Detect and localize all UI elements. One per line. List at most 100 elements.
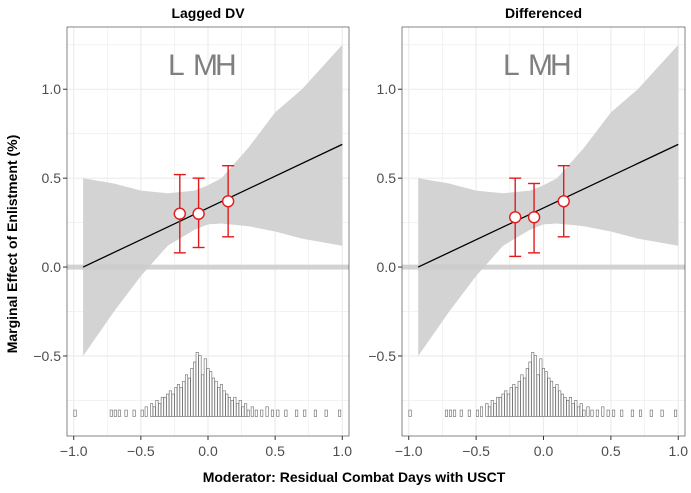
histogram-bar [244, 403, 248, 417]
marginal-effect-line [82, 143, 343, 268]
histogram-bar [254, 409, 258, 417]
point-estimate-M [192, 207, 205, 220]
histogram-bar [225, 393, 229, 417]
histogram [408, 352, 678, 417]
histogram-bar [195, 352, 199, 417]
histogram-bar [444, 409, 448, 417]
point-estimate-L [509, 211, 522, 224]
histogram-bar [536, 374, 540, 417]
x-tick-label: −0.5 [462, 443, 490, 459]
histogram-bar [206, 368, 210, 417]
x-axis-label: Moderator: Residual Combat Days with USC… [203, 469, 506, 485]
histogram-bar [601, 406, 605, 417]
histogram-bar [459, 409, 463, 417]
histogram-bar [660, 409, 664, 417]
histogram-bar [222, 390, 226, 417]
histogram-bar [160, 396, 164, 417]
histogram-bar [158, 403, 162, 417]
y-tick-label: 0.5 [42, 170, 62, 186]
histogram-bar [539, 358, 543, 417]
x-tick-label: 0.5 [265, 443, 285, 459]
histogram-bar [541, 368, 546, 417]
histogram-bar [176, 384, 180, 417]
histogram-bar [203, 358, 207, 417]
x-tick-label: −1.0 [60, 443, 88, 459]
y-axis-label: Marginal Effect of Enlistment (%) [4, 135, 20, 354]
y-tick-label: 1.0 [377, 81, 397, 97]
y-tick-label: 1.0 [42, 81, 62, 97]
histogram-bar [560, 393, 564, 417]
histogram-bar [475, 409, 479, 417]
histogram-bar [182, 380, 186, 417]
histogram-bar [214, 380, 218, 417]
histogram-bar [152, 406, 156, 417]
x-tick-label: 0.0 [534, 443, 554, 459]
histogram-bar [233, 396, 237, 417]
histogram-bar [479, 406, 484, 417]
histogram-bar [515, 387, 519, 417]
histogram-bar [577, 406, 581, 417]
bin-estimate-H [557, 165, 570, 238]
y-tick-label: 0.0 [377, 259, 397, 275]
histogram-bar [265, 406, 269, 417]
confidence-band [418, 44, 679, 357]
histogram-bar [238, 400, 242, 417]
x-tick-label: 0.0 [198, 443, 218, 459]
histogram-bar [467, 409, 471, 417]
histogram-bar [512, 384, 516, 417]
histogram-bar [113, 409, 117, 417]
histogram-bar [520, 374, 524, 417]
bin-estimate-M [192, 177, 205, 249]
histogram-bar [525, 368, 529, 417]
histogram-bar [639, 409, 643, 417]
histogram-bar [260, 409, 264, 417]
histogram-bar [566, 400, 570, 417]
histogram-bar [501, 393, 505, 417]
x-tick-label: 1.0 [669, 443, 689, 459]
panel-1: L MH −0.5 0.0 0.5 1.0 −1.0 −0.5 0.0 0.5 1.0 Lagged … [33, 5, 352, 459]
point-estimate-M [527, 211, 541, 224]
histogram-bar [185, 374, 189, 417]
y-tick-label: 0.0 [42, 259, 62, 275]
point-estimate-H [557, 195, 570, 208]
point-estimate-H [221, 195, 235, 208]
histogram-bar [579, 403, 583, 417]
histogram-bar [109, 409, 113, 417]
bin-label-L: L [168, 49, 185, 82]
histogram-bar [250, 406, 254, 417]
histogram-bar [230, 400, 234, 417]
histogram-bar [571, 403, 575, 417]
histogram-bar [217, 387, 221, 417]
histogram-bar [132, 409, 136, 417]
histogram-bar [303, 409, 307, 417]
histogram-bar [498, 396, 502, 417]
histogram-bar [241, 406, 245, 417]
histogram-bar [612, 409, 616, 417]
bin-label-L: L [503, 49, 520, 82]
histogram-bar [338, 409, 342, 417]
histogram-bar [219, 384, 223, 417]
histogram-bar [246, 409, 250, 417]
histogram-bar [166, 393, 170, 417]
x-tick-label: 0.5 [601, 443, 621, 459]
histogram-bar [509, 387, 513, 417]
histogram-bar [506, 393, 510, 417]
histogram-bar [144, 406, 148, 417]
bin-estimate-H [221, 165, 235, 238]
histogram-bar [117, 409, 121, 417]
histogram-bar [523, 377, 527, 417]
histogram-bar [574, 400, 578, 417]
histogram-bar [187, 377, 191, 417]
histogram-bar [179, 387, 183, 417]
histogram-bar [544, 371, 548, 417]
histogram-bar [595, 409, 599, 417]
histogram-bar [276, 409, 280, 417]
bin-estimate-L [509, 177, 522, 258]
confidence-band [83, 44, 343, 357]
histogram-bar [227, 396, 231, 417]
y-tick-label: −0.5 [368, 348, 396, 364]
histogram-bar [408, 409, 412, 417]
bin-label-M: M [193, 49, 218, 82]
